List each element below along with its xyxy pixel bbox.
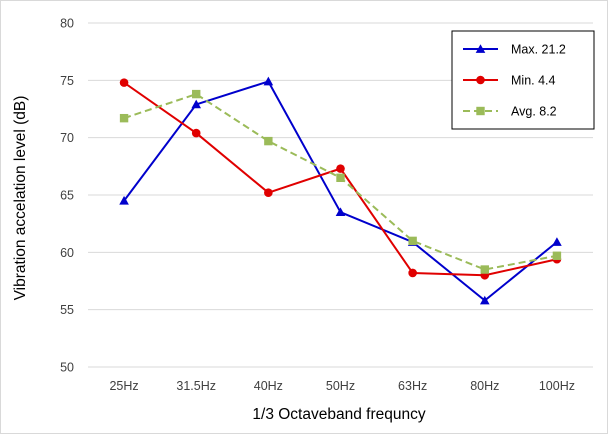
data-point (552, 251, 562, 260)
x-axis-title: 1/3 Octaveband frequncy (252, 406, 425, 423)
data-point (408, 236, 417, 246)
data-point (191, 128, 201, 138)
y-axis-title: Vibration accelation level (dB) (12, 96, 29, 301)
legend-label: Avg. 8.2 (511, 105, 557, 119)
y-tick-label: 50 (60, 361, 74, 375)
data-point (479, 295, 490, 305)
series-lines (119, 76, 562, 305)
x-tick-label: 63Hz (398, 379, 427, 393)
legend: Max. 21.2 Min. 4.4 Avg. 8.2 (451, 30, 595, 130)
data-point (480, 265, 489, 274)
y-tick-label: 55 (60, 303, 74, 317)
legend-label: Max. 21.2 (511, 43, 566, 57)
x-tick-label: 25Hz (109, 379, 138, 393)
data-point (264, 136, 273, 146)
legend-marker (476, 106, 485, 116)
x-tick-label: 100Hz (539, 379, 575, 393)
data-point (552, 237, 562, 246)
y-tick-label: 65 (60, 189, 74, 203)
data-point (336, 164, 345, 173)
x-tick-label: 31.5Hz (176, 379, 216, 393)
legend-marker (475, 44, 486, 53)
y-tick-label: 75 (60, 74, 74, 88)
data-point (191, 99, 202, 109)
data-point (119, 78, 129, 87)
y-tick-label: 70 (60, 131, 74, 145)
x-tick-labels: 25Hz 31.5Hz 40Hz 50Hz 63Hz 80Hz 100Hz (109, 379, 575, 393)
y-tick-labels: 50 55 60 65 70 75 80 (60, 17, 74, 375)
data-point (335, 207, 346, 217)
data-point (192, 89, 201, 99)
data-point (408, 268, 417, 278)
x-tick-label: 40Hz (254, 379, 283, 393)
data-point (119, 195, 129, 205)
y-tick-label: 60 (60, 246, 74, 260)
legend-label: Min. 4.4 (511, 74, 556, 88)
y-tick-label: 80 (60, 17, 74, 31)
series-3 (119, 89, 562, 274)
x-tick-label: 50Hz (326, 379, 355, 393)
data-point (263, 76, 274, 86)
data-point (336, 173, 345, 182)
x-tick-label: 80Hz (470, 379, 499, 393)
data-point (264, 188, 273, 198)
data-point (119, 113, 129, 123)
legend-marker (476, 75, 485, 85)
